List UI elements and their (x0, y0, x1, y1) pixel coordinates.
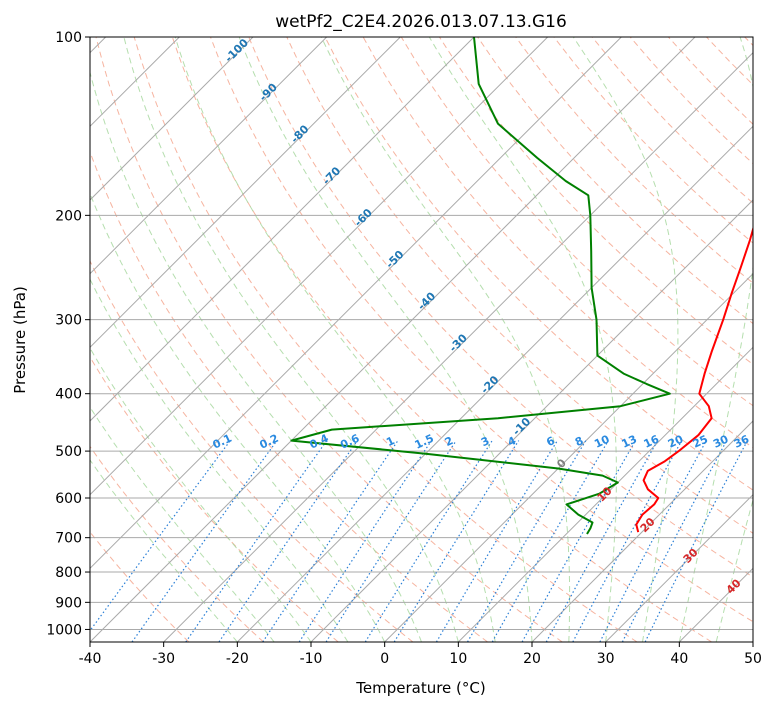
x-tick-label: 10 (449, 651, 467, 667)
x-tick-label: -30 (152, 651, 175, 667)
chart-title: wetPf2_C2E4.2026.013.07.13.G16 (275, 12, 567, 32)
y-tick-label: 900 (55, 595, 82, 611)
x-tick-label: 30 (597, 651, 615, 667)
x-axis-label: Temperature (°C) (355, 679, 485, 697)
y-tick-label: 800 (55, 565, 82, 581)
y-tick-label: 600 (55, 491, 82, 507)
y-tick-label: 500 (55, 444, 82, 460)
y-tick-label: 300 (55, 313, 82, 329)
x-tick-label: -10 (300, 651, 323, 667)
y-tick-label: 200 (55, 208, 82, 224)
x-tick-label: -40 (79, 651, 102, 667)
y-tick-label: 100 (55, 30, 82, 46)
x-tick-label: 50 (744, 651, 762, 667)
x-tick-label: -20 (226, 651, 249, 667)
y-tick-label: 1000 (46, 622, 82, 638)
y-axis-label: Pressure (hPa) (11, 286, 29, 394)
isotherm-line (753, 37, 775, 642)
plot-background (90, 37, 753, 642)
y-tick-label: 400 (55, 387, 82, 403)
x-tick-label: 0 (380, 651, 389, 667)
x-tick-label: 40 (670, 651, 688, 667)
x-tick-label: 20 (523, 651, 541, 667)
y-tick-label: 700 (55, 531, 82, 547)
